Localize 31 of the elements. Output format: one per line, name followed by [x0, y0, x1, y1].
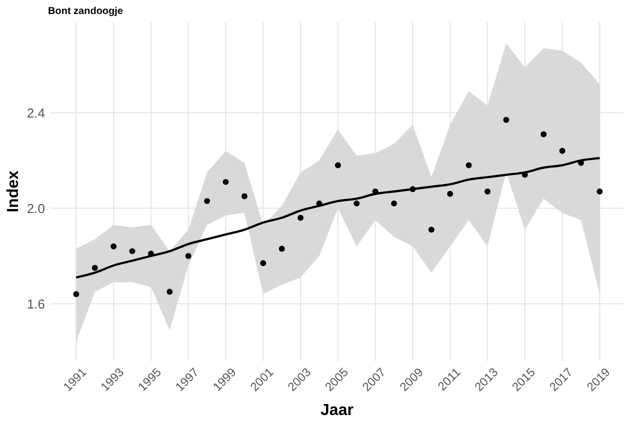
point [260, 260, 266, 266]
point [92, 264, 98, 271]
point [185, 252, 192, 259]
y-tick-label: 2.0 [26, 200, 45, 216]
point [298, 214, 304, 221]
point [410, 186, 416, 192]
y-axis-title: Index [5, 170, 22, 212]
y-tick-label: 1.6 [26, 296, 45, 312]
point [204, 198, 210, 204]
point [559, 148, 566, 154]
point [484, 188, 490, 194]
point [354, 200, 360, 206]
point [334, 162, 341, 168]
point [278, 246, 285, 252]
point [166, 288, 173, 295]
point [129, 248, 136, 254]
point [110, 243, 117, 250]
point [428, 226, 434, 233]
point [447, 190, 454, 197]
line-series [75, 156, 601, 279]
point [466, 162, 472, 168]
y-tick-label: 2.4 [26, 105, 45, 120]
point [540, 131, 547, 138]
chart-title: Bont zandoogje [48, 6, 124, 17]
point [222, 178, 229, 185]
point [241, 193, 248, 200]
point [503, 116, 510, 123]
point [73, 291, 80, 298]
x-axis-title: Jaar [320, 402, 354, 419]
point [596, 188, 603, 194]
point [391, 200, 398, 206]
